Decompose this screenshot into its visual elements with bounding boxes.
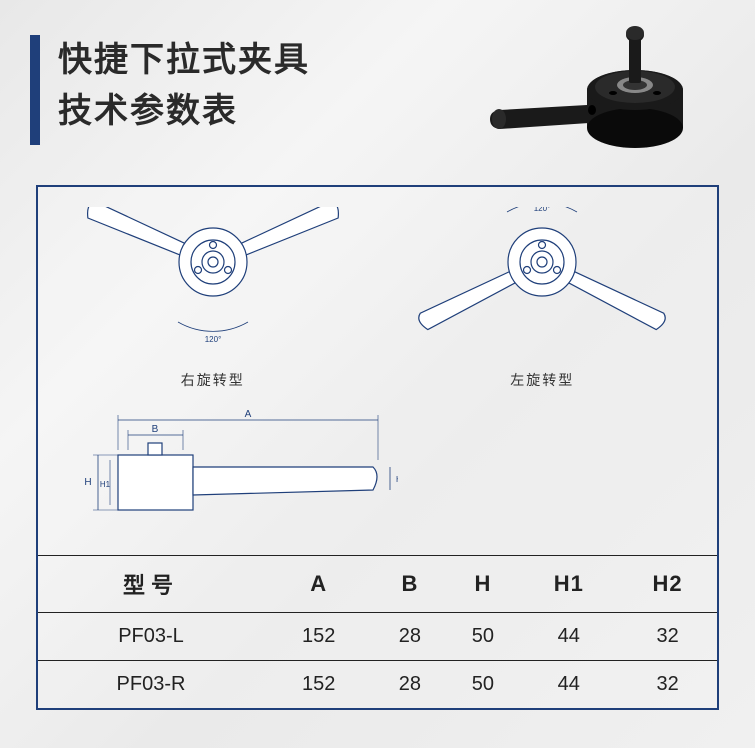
angle-label: 120° <box>534 207 551 213</box>
col-h1: H1 <box>519 556 618 613</box>
col-h2: H2 <box>618 556 717 613</box>
cell: PF03-L <box>38 613 264 661</box>
cell: PF03-R <box>38 661 264 709</box>
spec-box: 120° 右旋转型 <box>36 185 719 710</box>
cell: 44 <box>519 613 618 661</box>
cell: 32 <box>618 661 717 709</box>
svg-text:H2: H2 <box>396 475 398 484</box>
svg-text:H1: H1 <box>100 480 111 489</box>
side-view-diagram: A B H H1 <box>38 400 717 555</box>
svg-text:B: B <box>152 424 159 435</box>
cell: 152 <box>264 613 373 661</box>
top-diagrams: 120° 右旋转型 <box>38 187 717 400</box>
cell: 50 <box>446 613 519 661</box>
col-a: A <box>264 556 373 613</box>
cell: 50 <box>446 661 519 709</box>
accent-bar <box>30 35 40 145</box>
col-model: 型号 <box>38 556 264 613</box>
title-block: 快捷下拉式夹具 技术参数表 <box>58 35 310 137</box>
right-rotate-label: 右旋转型 <box>73 370 353 390</box>
col-h: H <box>446 556 519 613</box>
title-line1: 快捷下拉式夹具 <box>58 35 310 86</box>
svg-text:A: A <box>245 409 252 420</box>
table-row: PF03-L 152 28 50 44 32 <box>38 613 717 661</box>
right-rotate-diagram: 120° 右旋转型 <box>73 207 353 390</box>
svg-text:H: H <box>84 477 91 488</box>
col-b: B <box>373 556 446 613</box>
angle-label: 120° <box>204 335 221 344</box>
cell: 152 <box>264 661 373 709</box>
cell: 32 <box>618 613 717 661</box>
title-line2: 技术参数表 <box>58 86 310 137</box>
left-rotate-label: 左旋转型 <box>402 370 682 390</box>
cell: 28 <box>373 613 446 661</box>
table-row: PF03-R 152 28 50 44 32 <box>38 661 717 709</box>
spec-table: 型号 A B H H1 H2 PF03-L 152 28 50 44 32 PF… <box>38 555 717 708</box>
cell: 44 <box>519 661 618 709</box>
left-rotate-diagram: 120° 左旋转型 <box>402 207 682 390</box>
cell: 28 <box>373 661 446 709</box>
product-photo <box>485 15 705 170</box>
table-header-row: 型号 A B H H1 H2 <box>38 556 717 613</box>
